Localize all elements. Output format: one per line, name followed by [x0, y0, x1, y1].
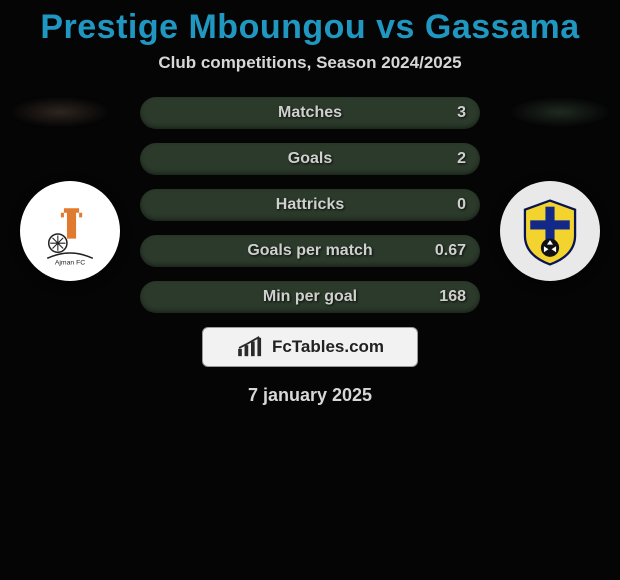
stat-value-right: 3: [457, 104, 466, 122]
stat-row: Goals per match 0.67: [140, 235, 480, 267]
stat-label: Matches: [278, 104, 342, 122]
club-badge-left: Ajman FC: [20, 181, 120, 281]
watermark-pill: FcTables.com: [202, 327, 418, 367]
bar-chart-icon: [236, 336, 266, 358]
stat-label: Min per goal: [263, 288, 357, 306]
infographic-date: 7 january 2025: [0, 385, 620, 406]
svg-text:Ajman FC: Ajman FC: [55, 259, 85, 266]
player-silhouette-right: [510, 97, 610, 127]
inter-zapresic-icon: [512, 193, 588, 269]
page-title: Prestige Mboungou vs Gassama: [0, 0, 620, 47]
stat-value-right: 168: [439, 288, 466, 306]
stat-label: Goals per match: [247, 242, 372, 260]
watermark-text: FcTables.com: [272, 337, 384, 357]
ajman-club-icon: Ajman FC: [32, 193, 108, 269]
page-subtitle: Club competitions, Season 2024/2025: [0, 53, 620, 73]
stat-row: Goals 2: [140, 143, 480, 175]
stat-row: Matches 3: [140, 97, 480, 129]
stats-list: Matches 3 Goals 2 Hattricks 0 Goals per …: [140, 97, 480, 313]
stat-label: Goals: [288, 150, 332, 168]
player-silhouette-left: [10, 97, 110, 127]
club-badge-right: [500, 181, 600, 281]
stat-label: Hattricks: [276, 196, 344, 214]
comparison-arena: Ajman FC Matches 3 Goals 2 Hattricks 0: [0, 97, 620, 406]
stat-row: Hattricks 0: [140, 189, 480, 221]
stat-value-right: 2: [457, 150, 466, 168]
stat-row: Min per goal 168: [140, 281, 480, 313]
stat-value-right: 0: [457, 196, 466, 214]
stat-value-right: 0.67: [435, 242, 466, 260]
